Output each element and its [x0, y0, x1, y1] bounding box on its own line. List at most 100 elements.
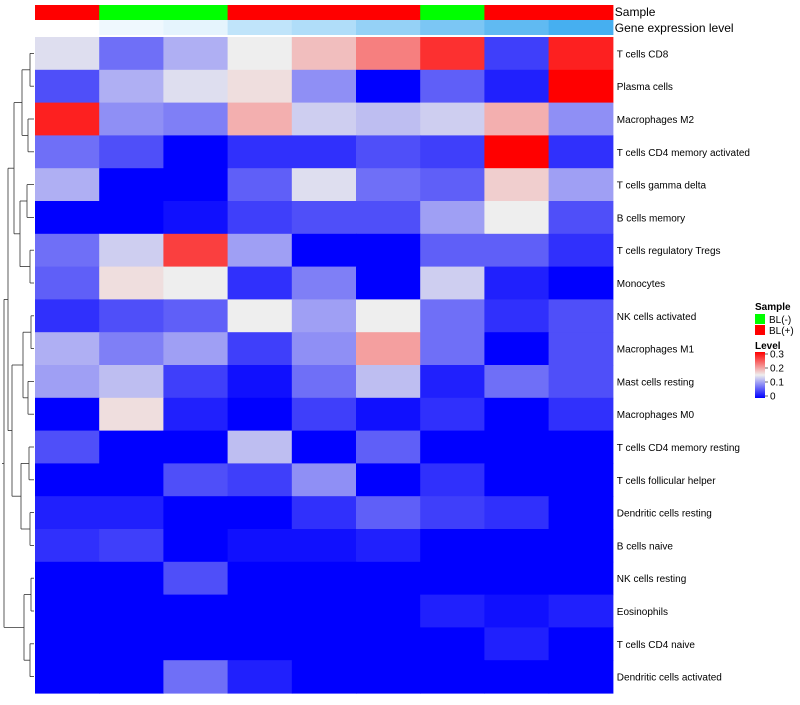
annotation-tracks: Sample Gene expression level	[35, 5, 734, 35]
heatmap-cell	[291, 233, 357, 268]
heatmap-cell	[99, 233, 164, 268]
heatmap-cell	[356, 102, 421, 136]
row-label: T cells CD4 memory resting	[617, 443, 740, 454]
sample-annotation-cell	[163, 5, 229, 20]
heatmap-cell	[227, 332, 293, 366]
heatmap-cell	[356, 168, 421, 202]
heatmap-cell	[484, 299, 550, 333]
heatmap-cell	[484, 168, 550, 202]
heatmap-cell	[99, 69, 164, 104]
heatmap-cell	[291, 266, 357, 300]
heatmap-cell	[99, 365, 164, 399]
row-label: T cells gamma delta	[617, 181, 707, 192]
heatmap-cell	[163, 233, 229, 268]
row-label: Dendritic cells activated	[617, 673, 722, 684]
row-label: Plasma cells	[617, 82, 673, 93]
heatmap-cell	[356, 365, 421, 399]
legend-level-tick-label: 0.1	[770, 378, 784, 389]
expression-annotation-cell	[227, 20, 293, 35]
heatmap-cell	[163, 102, 229, 136]
heatmap-cell	[420, 233, 485, 268]
heatmap-cell	[227, 168, 293, 202]
sample-annotation-cell	[291, 5, 357, 20]
heatmap-cell	[35, 69, 100, 104]
row-label: Macrophages M1	[617, 345, 695, 356]
heatmap-cell	[420, 496, 485, 530]
heatmap-cell	[548, 332, 614, 366]
heatmap-cell	[163, 463, 229, 497]
row-label: T cells regulatory Tregs	[617, 246, 721, 257]
heatmap-cell	[99, 102, 164, 136]
row-label: B cells naive	[617, 541, 674, 552]
heatmap-cell	[291, 69, 357, 104]
heatmap-cell	[548, 496, 614, 530]
heatmap-cell	[356, 430, 421, 464]
row-label: Macrophages M0	[617, 410, 695, 421]
heatmap-cell	[291, 365, 357, 399]
heatmap-cell	[548, 102, 614, 136]
heatmap-cell	[227, 266, 293, 300]
heatmap-cell	[227, 299, 293, 333]
heatmap-cell	[227, 529, 293, 563]
heatmap-cell	[484, 233, 550, 268]
heatmap-cell	[484, 561, 550, 596]
heatmap-cell	[35, 168, 100, 202]
heatmap-cell	[291, 201, 357, 235]
heatmap-cell	[99, 135, 164, 169]
heatmap-cell	[548, 594, 614, 628]
heatmap-cell	[356, 594, 421, 628]
heatmap-cell	[548, 69, 614, 104]
heatmap-cell	[35, 102, 100, 136]
heatmap-cell	[99, 594, 164, 628]
heatmap-cell	[484, 69, 550, 104]
heatmap-cell	[420, 430, 485, 464]
legend-level-colorbar	[755, 352, 765, 398]
heatmap-cell	[356, 627, 421, 661]
heatmap-cell	[548, 168, 614, 202]
heatmap-cell	[291, 332, 357, 366]
heatmap-cell	[420, 332, 485, 366]
heatmap-cell	[227, 102, 293, 136]
legend-sample-label: BL(-)	[769, 315, 791, 326]
heatmap-cell	[548, 365, 614, 399]
heatmap-cell	[35, 529, 100, 563]
heatmap-cell	[548, 135, 614, 169]
heatmap-cell	[548, 463, 614, 497]
heatmap-cell	[35, 463, 100, 497]
heatmap-cell	[227, 397, 293, 432]
legend-level-tick-label: 0	[770, 392, 776, 403]
sample-annotation-cell	[484, 5, 550, 20]
heatmap-cell	[99, 266, 164, 300]
heatmap-cell	[99, 627, 164, 661]
heatmap-cell	[291, 627, 357, 661]
heatmap-cell	[163, 627, 229, 661]
heatmap-cell	[163, 299, 229, 333]
row-label: T cells follicular helper	[617, 476, 716, 487]
heatmap-cell	[484, 37, 550, 71]
row-label: T cells CD8	[617, 49, 669, 60]
row-label: Eosinophils	[617, 607, 668, 618]
heatmap-cell	[99, 397, 164, 432]
heatmap-cell	[163, 397, 229, 432]
heatmap-cell	[35, 299, 100, 333]
heatmap-cell	[35, 397, 100, 432]
heatmap-cell	[548, 299, 614, 333]
heatmap-cell	[99, 168, 164, 202]
row-label: Macrophages M2	[617, 115, 695, 126]
heatmap-cell	[356, 201, 421, 235]
heatmap-cell	[484, 627, 550, 661]
heatmap-cell	[420, 201, 485, 235]
heatmap-cell	[484, 660, 550, 694]
heatmap-cell	[484, 496, 550, 530]
heatmap-cell	[548, 266, 614, 300]
row-labels: T cells CD8 Plasma cells Macrophages M2 T c…	[617, 49, 750, 683]
heatmap-cell	[99, 529, 164, 563]
heatmap-cell	[99, 332, 164, 366]
heatmap-cell	[35, 201, 100, 235]
heatmap-cell	[420, 168, 485, 202]
expression-annotation-cell	[548, 20, 614, 35]
heatmap-cell	[356, 660, 421, 694]
heatmap-cell	[227, 69, 293, 104]
heatmap-cell	[35, 233, 100, 268]
heatmap-cell	[484, 463, 550, 497]
